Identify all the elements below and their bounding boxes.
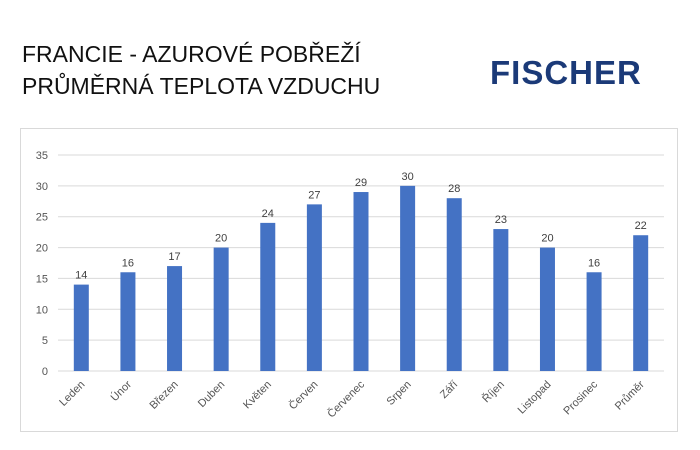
data-label: 20 (215, 233, 227, 245)
bar-10 (493, 229, 509, 371)
bar-1 (73, 284, 89, 371)
data-label: 29 (355, 177, 367, 189)
data-label: 20 (541, 233, 553, 245)
y-tick-label: 0 (42, 366, 48, 378)
x-tick-label: Březen (148, 379, 181, 412)
bar-13 (633, 235, 649, 371)
y-tick-label: 20 (36, 243, 48, 255)
fischer-logo: FISCHER (490, 54, 642, 91)
y-tick-label: 10 (36, 304, 48, 316)
bar-5 (260, 222, 276, 371)
x-tick-label: Duben (196, 379, 227, 410)
bar-4 (213, 247, 229, 371)
bar-12 (586, 272, 602, 371)
data-label: 14 (75, 270, 87, 282)
y-tick-label: 5 (42, 335, 48, 347)
bar-3 (167, 266, 183, 371)
bar-11 (539, 247, 555, 371)
y-tick-label: 35 (36, 150, 48, 162)
x-tick-label: Srpen (384, 379, 413, 408)
x-tick-label: Leden (57, 379, 87, 409)
bar-9 (446, 198, 462, 371)
data-label: 16 (588, 257, 600, 269)
data-label: 27 (308, 189, 320, 201)
data-label: 22 (635, 220, 647, 232)
chart-title: FRANCIE - AZUROVÉ POBŘEŽÍ PRŮMĚRNÁ TEPLO… (22, 38, 380, 102)
x-tick-label: Prosinec (561, 378, 600, 417)
bar-6 (306, 204, 322, 371)
x-tick-label: Říjen (480, 378, 507, 405)
data-label: 16 (122, 257, 134, 269)
bar-2 (120, 272, 136, 371)
bar-8 (400, 185, 416, 371)
data-label: 23 (495, 214, 507, 226)
x-tick-label: Průměr (613, 378, 647, 412)
data-label: 24 (262, 208, 274, 220)
y-tick-label: 15 (36, 273, 48, 285)
x-tick-label: Únor (108, 378, 134, 404)
x-tick-label: Červenec (325, 378, 368, 421)
chart-title-line-1: FRANCIE - AZUROVÉ POBŘEŽÍ (22, 41, 361, 67)
y-tick-label: 25 (36, 212, 48, 224)
x-tick-label: Září (438, 379, 460, 401)
chart-title-line-2: PRŮMĚRNÁ TEPLOTA VZDUCHU (22, 73, 381, 99)
data-label: 17 (168, 251, 180, 263)
data-label: 30 (401, 171, 413, 183)
x-tick-label: Listopad (516, 379, 554, 417)
x-tick-label: Červen (286, 378, 320, 412)
y-tick-label: 30 (36, 181, 48, 193)
data-label: 28 (448, 183, 460, 195)
bar-7 (353, 192, 369, 371)
x-tick-label: Květen (241, 379, 274, 412)
